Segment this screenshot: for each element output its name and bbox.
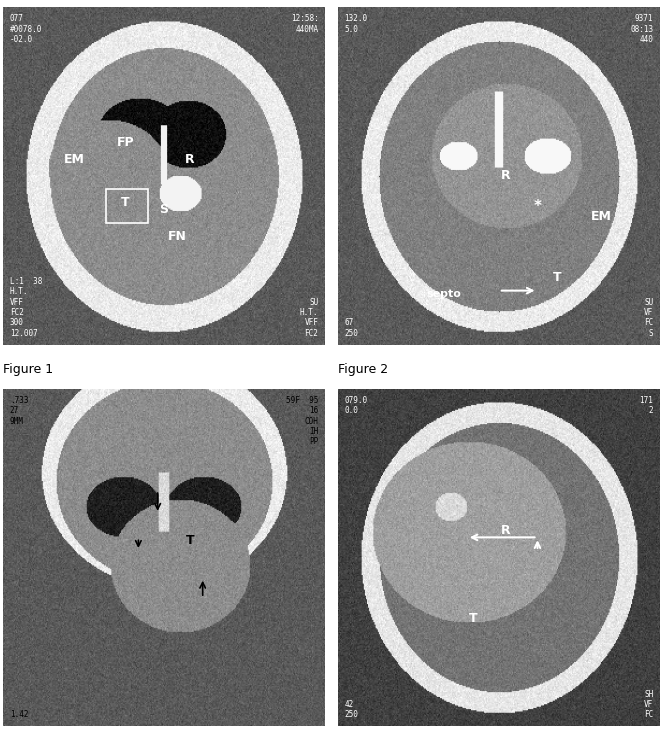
Text: .733
27
9MM: .733 27 9MM bbox=[10, 396, 29, 425]
Bar bbox=[106, 190, 148, 223]
Text: 1.42: 1.42 bbox=[10, 711, 29, 720]
Text: EM: EM bbox=[591, 210, 612, 223]
Text: FN: FN bbox=[168, 230, 186, 243]
Text: T: T bbox=[186, 534, 194, 548]
Text: 077
#0078.0
-02.0: 077 #0078.0 -02.0 bbox=[10, 14, 42, 44]
Text: R: R bbox=[501, 524, 510, 537]
Text: S: S bbox=[160, 203, 168, 216]
Text: SH
VF
FC: SH VF FC bbox=[644, 690, 653, 720]
Text: Figure 2: Figure 2 bbox=[338, 363, 389, 376]
Text: septo: septo bbox=[427, 289, 461, 299]
Text: SU
VF
FC
S: SU VF FC S bbox=[644, 298, 653, 338]
Text: R: R bbox=[185, 153, 195, 166]
Text: T: T bbox=[121, 196, 130, 210]
Text: 42
250: 42 250 bbox=[345, 700, 359, 720]
Text: SU
H.T.
VFF
FC2: SU H.T. VFF FC2 bbox=[300, 298, 318, 338]
Text: 171
2: 171 2 bbox=[639, 396, 653, 415]
Text: T: T bbox=[469, 612, 477, 625]
Text: 67
250: 67 250 bbox=[345, 319, 359, 338]
Text: EM: EM bbox=[64, 153, 84, 166]
Text: *: * bbox=[534, 199, 542, 214]
Text: L:1  38
H.T.
VFF
FC2
300
12.007: L:1 38 H.T. VFF FC2 300 12.007 bbox=[10, 277, 42, 338]
Text: 12:58:
440MA: 12:58: 440MA bbox=[290, 14, 318, 33]
Text: R: R bbox=[501, 170, 510, 182]
Text: 9371
08:13
440: 9371 08:13 440 bbox=[630, 14, 653, 44]
Text: T: T bbox=[552, 270, 561, 284]
Text: Figure 1: Figure 1 bbox=[3, 363, 54, 376]
Text: 079.0
0.0: 079.0 0.0 bbox=[345, 396, 368, 415]
Text: 132.0
5.0: 132.0 5.0 bbox=[345, 14, 368, 33]
Text: FP: FP bbox=[117, 136, 135, 149]
Text: 59F  95
16
COH
IH
PP: 59F 95 16 COH IH PP bbox=[286, 396, 318, 446]
